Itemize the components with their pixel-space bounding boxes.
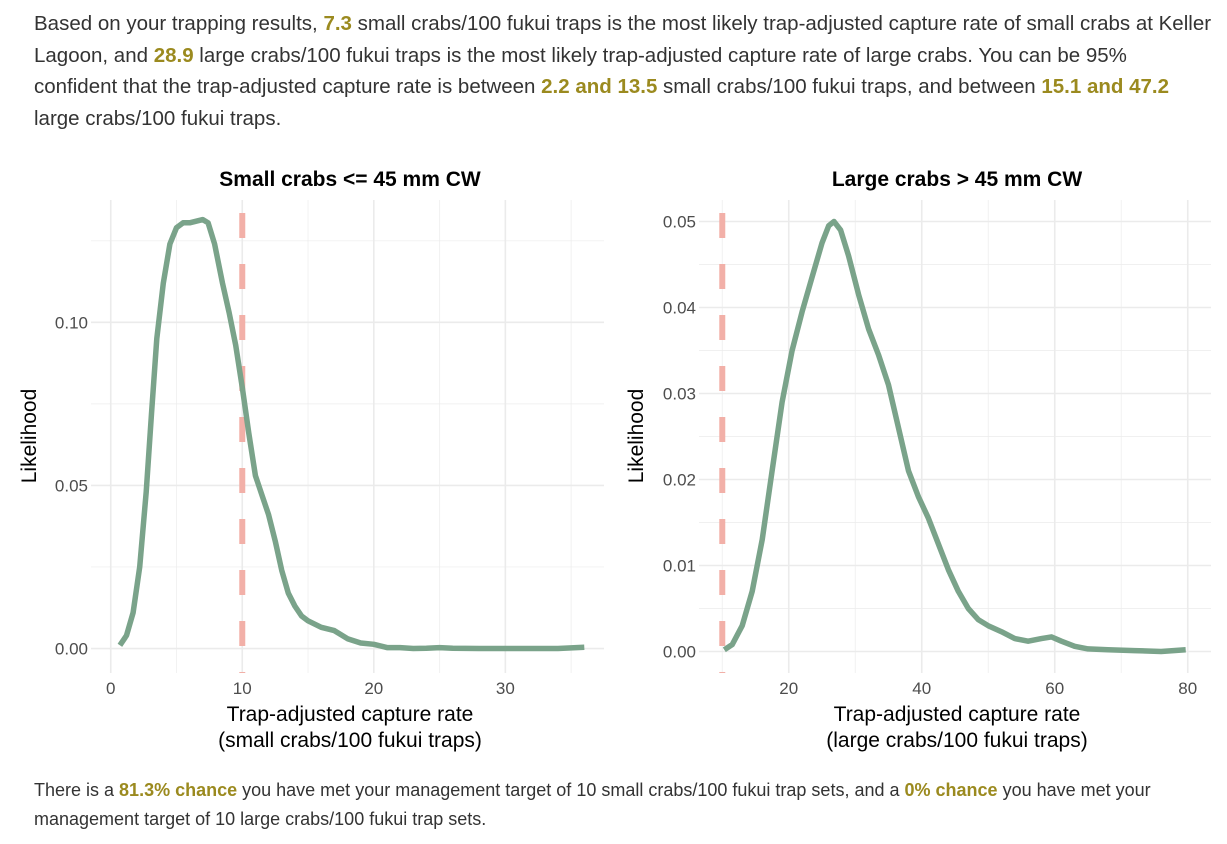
summary-paragraph: Based on your trapping results, 7.3 smal… xyxy=(34,8,1214,134)
x-tick-label: 0 xyxy=(106,679,115,698)
likelihood-curve xyxy=(722,218,1186,655)
x-axis-label: Trap-adjusted capture rate xyxy=(834,703,1081,726)
x-axis-label: Trap-adjusted capture rate xyxy=(227,703,474,726)
x-tick-label: 60 xyxy=(1045,679,1064,698)
y-tick-label: 0.00 xyxy=(663,643,696,662)
large-ci-value: 15.1 and 47.2 xyxy=(1041,75,1170,98)
y-axis-label: Likelihood xyxy=(625,389,648,484)
summary-text: Based on your trapping results, xyxy=(34,12,324,35)
y-tick-label: 0.00 xyxy=(55,640,88,659)
large-chance-value: 0% chance xyxy=(904,780,998,800)
y-tick-label: 0.01 xyxy=(663,557,696,576)
conclusion-paragraph: There is a 81.3% chance you have met you… xyxy=(34,776,1214,834)
summary-text: small crabs/100 fukui traps is the most … xyxy=(34,12,1212,67)
y-tick-label: 0.05 xyxy=(55,476,88,495)
conclusion-text: There is a xyxy=(34,780,120,800)
small-crabs-chart: 0.00 0.05 0.10 0 10 20 30 Small crabs <= 45 mm … xyxy=(18,168,604,752)
summary-text: large crabs/100 fukui traps. xyxy=(34,106,282,130)
small-ci-value: 2.2 and 13.5 xyxy=(541,75,658,98)
likelihood-curve xyxy=(117,216,585,652)
x-axis-label: (large crabs/100 fukui traps) xyxy=(826,729,1087,752)
x-tick-label: 20 xyxy=(779,679,798,698)
y-axis-label: Likelihood xyxy=(18,389,41,484)
x-tick-label: 40 xyxy=(912,679,931,698)
conclusion-text: you have met your management target of 1… xyxy=(237,780,905,800)
chart-title: Large crabs > 45 mm CW xyxy=(832,168,1083,191)
summary-text: small crabs/100 fukui traps, and between xyxy=(657,75,1042,98)
y-tick-label: 0.03 xyxy=(663,385,696,404)
small-chance-value: 81.3% chance xyxy=(119,780,238,800)
conclusion-text: you have met your management target of 1… xyxy=(34,780,1151,829)
x-tick-label: 80 xyxy=(1178,679,1197,698)
x-axis-label: (small crabs/100 fukui traps) xyxy=(218,729,482,752)
y-tick-label: 0.05 xyxy=(663,213,696,232)
y-tick-label: 0.02 xyxy=(663,471,696,490)
summary-text: large crabs/100 fukui traps is the most … xyxy=(34,43,1127,99)
y-tick-label: 0.04 xyxy=(663,299,696,318)
x-tick-label: 10 xyxy=(233,679,252,698)
y-tick-label: 0.10 xyxy=(55,313,88,332)
x-tick-label: 20 xyxy=(364,679,383,698)
x-tick-label: 30 xyxy=(496,679,515,698)
large-crabs-chart: 0.00 0.01 0.02 0.03 0.04 0.05 20 40 60 80 Large cr… xyxy=(625,168,1211,752)
small-mode-value: 7.3 xyxy=(323,12,352,35)
large-mode-value: 28.9 xyxy=(153,43,194,67)
chart-title: Small crabs <= 45 mm CW xyxy=(219,168,481,191)
